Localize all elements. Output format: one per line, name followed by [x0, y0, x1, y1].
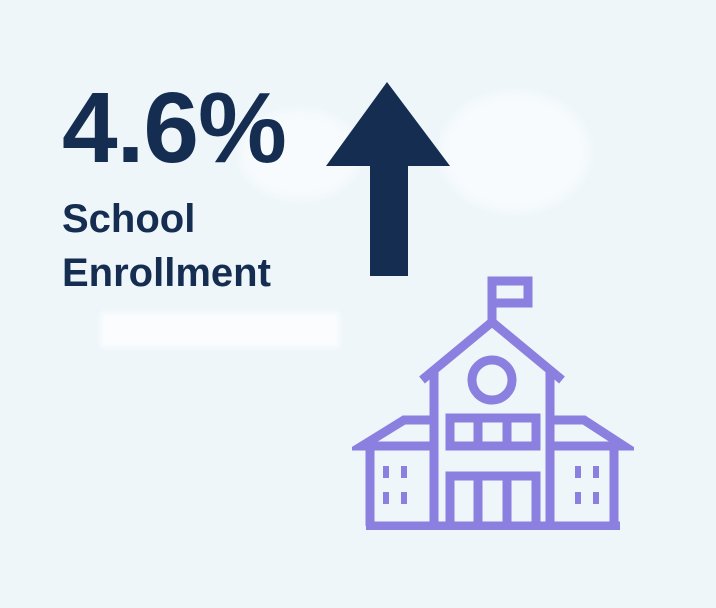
- stat-label: School Enrollment: [62, 192, 271, 300]
- school-building-icon: [352, 276, 634, 530]
- window-row: [445, 413, 541, 451]
- right-wing: [545, 415, 634, 526]
- flag-icon: [487, 276, 533, 324]
- arrow-up-shape: [326, 82, 450, 276]
- main-roof: [419, 316, 565, 384]
- left-wing: [352, 415, 620, 530]
- background-decoration: [440, 92, 590, 212]
- background-decoration: [100, 312, 340, 348]
- stat-label-line-2: Enrollment: [62, 251, 271, 295]
- stat-value: 4.6%: [62, 72, 287, 184]
- round-window: [467, 355, 517, 405]
- door: [445, 471, 541, 530]
- arrow-up-icon: [326, 82, 450, 276]
- stat-label-line-1: School: [62, 197, 196, 241]
